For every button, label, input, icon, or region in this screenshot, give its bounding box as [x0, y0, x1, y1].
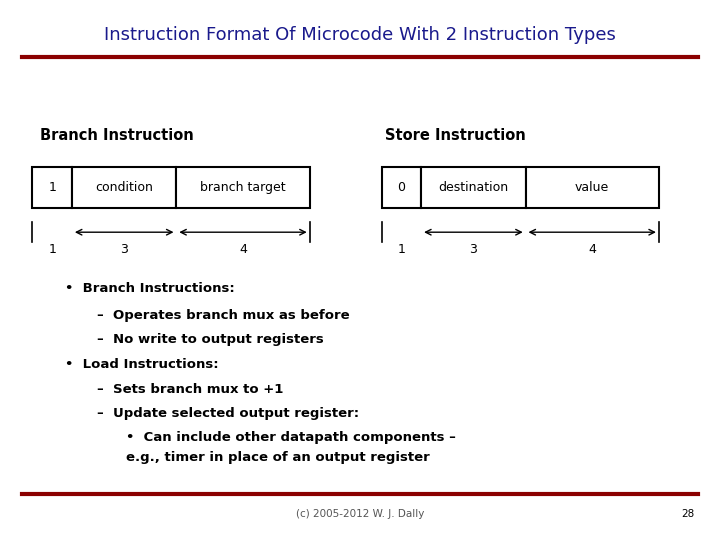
Text: 4: 4 [588, 243, 596, 256]
Text: (c) 2005-2012 W. J. Dally: (c) 2005-2012 W. J. Dally [296, 509, 424, 519]
Text: Instruction Format Of Microcode With 2 Instruction Types: Instruction Format Of Microcode With 2 I… [104, 26, 616, 44]
Bar [176, 167, 310, 208]
Text: Store Instruction: Store Instruction [385, 127, 526, 143]
Bar [72, 167, 176, 208]
Text: 3: 3 [120, 243, 128, 256]
Text: e.g., timer in place of an output register: e.g., timer in place of an output regist… [126, 451, 430, 464]
Text: 0: 0 [397, 181, 405, 194]
Text: –  Update selected output register:: – Update selected output register: [97, 407, 359, 420]
Text: 28: 28 [682, 509, 695, 519]
Text: condition: condition [95, 181, 153, 194]
Text: 4: 4 [239, 243, 247, 256]
Text: –  No write to output registers: – No write to output registers [97, 333, 324, 346]
Bar [421, 167, 526, 208]
Bar [382, 167, 421, 208]
Text: 1: 1 [397, 243, 405, 256]
Text: –  Sets branch mux to +1: – Sets branch mux to +1 [97, 383, 284, 396]
Bar [526, 167, 659, 208]
Text: destination: destination [438, 181, 508, 194]
Text: 1: 1 [48, 243, 56, 256]
Text: value: value [575, 181, 609, 194]
Text: 1: 1 [48, 181, 56, 194]
Bar [32, 167, 72, 208]
Text: •  Branch Instructions:: • Branch Instructions: [65, 282, 235, 295]
Text: •  Load Instructions:: • Load Instructions: [65, 358, 218, 371]
Text: •  Can include other datapath components –: • Can include other datapath components … [126, 431, 456, 444]
Text: 3: 3 [469, 243, 477, 256]
Text: branch target: branch target [200, 181, 286, 194]
Text: –  Operates branch mux as before: – Operates branch mux as before [97, 309, 350, 322]
Text: Branch Instruction: Branch Instruction [40, 127, 194, 143]
